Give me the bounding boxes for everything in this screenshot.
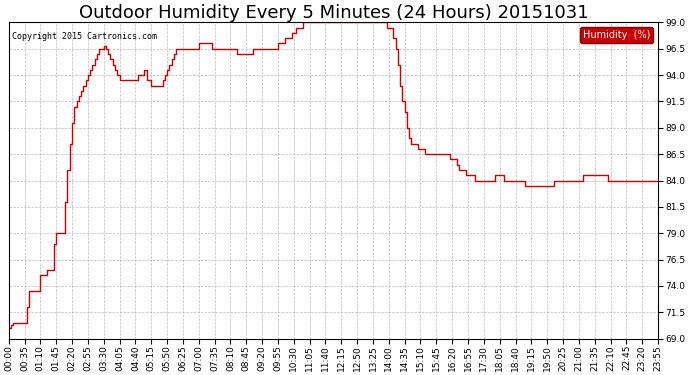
Legend: Humidity  (%): Humidity (%) — [580, 27, 653, 43]
Title: Outdoor Humidity Every 5 Minutes (24 Hours) 20151031: Outdoor Humidity Every 5 Minutes (24 Hou… — [79, 4, 588, 22]
Text: Copyright 2015 Cartronics.com: Copyright 2015 Cartronics.com — [12, 32, 157, 41]
